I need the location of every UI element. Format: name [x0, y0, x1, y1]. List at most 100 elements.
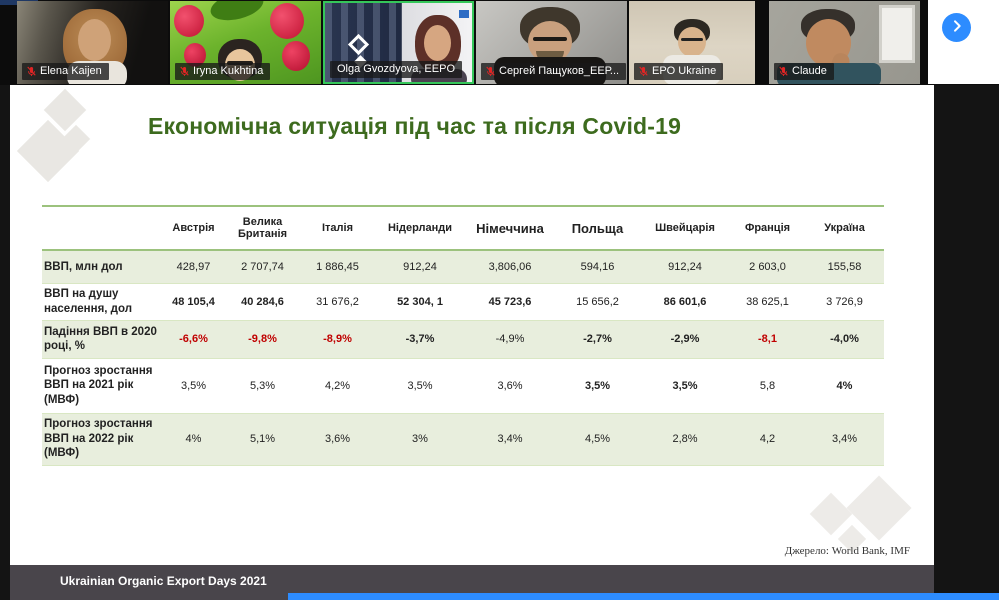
table-cell: 5,3% [249, 379, 276, 392]
participant-name: EPO Ukraine [652, 65, 717, 77]
table-cell: -2,7% [583, 333, 612, 345]
table-cell: 31 676,2 [316, 295, 359, 308]
participant-name-tag: Elena Kaijen [22, 63, 109, 80]
slide-title: Економічна ситуація під час та після Cov… [148, 113, 682, 139]
raspberry [270, 3, 304, 39]
table-cell: -8,9% [323, 333, 352, 345]
table-cell: 3,4% [497, 433, 523, 445]
table-cell: -9,8% [248, 333, 277, 345]
participant-name: Elena Kaijen [40, 65, 102, 77]
table-cell: 4,2 [759, 433, 776, 445]
participant-name-tag: Claude [774, 63, 834, 80]
table-corner-cell [42, 206, 162, 251]
table-header-cell: Велика Британія [225, 206, 300, 251]
table-cell: 3,5% [672, 379, 698, 392]
table-cell: 1 886,45 [316, 260, 359, 273]
table-cell: -6,6% [179, 333, 208, 345]
table-cell: 3,6% [324, 433, 351, 445]
table-cell: -4,0% [830, 333, 859, 345]
video-tile-elena[interactable]: Elena Kaijen [17, 1, 168, 84]
table-cell: 15 656,2 [576, 295, 619, 308]
table-header-cell: Німеччина [465, 206, 555, 251]
table-cell: 45 723,6 [488, 295, 532, 308]
participant-name-tag: Iryna Kukhtina [175, 63, 271, 80]
table-row: Прогноз зростання ВВП на 2022 рік (МВФ) 4… [42, 413, 884, 465]
table-cell: 2 603,0 [749, 260, 786, 273]
table-cell: 912,24 [668, 260, 702, 273]
slide-logo-diamond [809, 492, 853, 536]
participant-name: Сергей Пащуков_ЕЕР... [499, 65, 620, 77]
participant-name-tag: Olga Gvozdyova, EEPO [330, 61, 462, 78]
table-cell: -2,9% [670, 333, 700, 345]
table-header-cell: Австрія [162, 206, 225, 251]
muted-mic-icon [638, 66, 649, 77]
raspberry [184, 43, 206, 67]
table-cell: 3,806,06 [488, 260, 532, 273]
table-row: ВВП, млн дол 428,97 2 707,74 1 886,45 912,24… [42, 250, 884, 283]
video-tile-iryna[interactable]: Iryna Kukhtina [170, 1, 321, 84]
muted-mic-icon [179, 66, 190, 77]
table-cell: 912,24 [403, 260, 437, 273]
picture-frame [879, 5, 915, 63]
table-header-cell: Польща [555, 206, 640, 251]
table-cell: 3% [412, 433, 428, 445]
table-cell: 3,5% [407, 379, 433, 392]
table-cell: 2,8% [672, 433, 698, 445]
table-header-cell: Італія [300, 206, 375, 251]
table-cell: 3,5% [180, 379, 207, 392]
table-cell: 40 284,6 [241, 295, 284, 308]
participant-name-tag: EPO Ukraine [634, 63, 724, 80]
participant-name: Claude [792, 65, 827, 77]
table-cell: 48 105,4 [172, 295, 215, 308]
video-gallery-strip: Elena Kaijen Iryna Kukhtina [0, 0, 999, 85]
table-cell: 4,2% [324, 379, 351, 392]
bottom-blue-bar[interactable] [288, 593, 999, 600]
table-header-cell: Швейцарія [640, 206, 730, 251]
table-row-label: Прогноз зростання ВВП на 2022 рік (МВФ) [44, 418, 153, 460]
table-cell: 428,97 [176, 260, 211, 273]
video-tile-olga-active-speaker[interactable]: Olga Gvozdyova, EEPO [323, 1, 474, 84]
gallery-strip-end [928, 0, 999, 84]
chevron-right-icon [949, 18, 965, 37]
table-cell: 3 726,9 [826, 295, 863, 308]
table-cell: -3,7% [405, 333, 435, 345]
table-row-label: Прогноз зростання ВВП на 2021 рік (МВФ) [44, 364, 153, 406]
table-cell: 4% [836, 379, 853, 392]
video-tile-sergey[interactable]: Сергей Пащуков_ЕЕР... [476, 1, 627, 84]
table-row: Прогноз зростання ВВП на 2021 рік (МВФ) 3… [42, 358, 884, 413]
participant-name-tag: Сергей Пащуков_ЕЕР... [481, 63, 627, 80]
footer-text: Ukrainian Organic Export Days 2021 [60, 574, 267, 588]
table-header-cell: Франція [730, 206, 805, 251]
source-note: Джерело: World Bank, IMF [784, 545, 910, 557]
table-row-label: ВВП, млн дол [44, 260, 123, 273]
table-cell: 52 304, 1 [397, 295, 443, 308]
table-cell: 38 625,1 [746, 295, 789, 308]
gallery-next-page-button[interactable] [942, 13, 971, 42]
table-cell: 155,58 [827, 260, 862, 273]
participant-name: Iryna Kukhtina [193, 65, 264, 77]
leaf [207, 1, 267, 26]
table-cell: 3,5% [584, 379, 611, 392]
table-cell: 4% [185, 433, 202, 445]
table-cell: 4,5% [584, 433, 611, 445]
shared-slide: Економічна ситуація під час та після Cov… [10, 85, 934, 600]
table-header-cell: Україна [805, 206, 884, 251]
small-logo [459, 10, 469, 18]
muted-mic-icon [778, 66, 789, 77]
table-cell: 5,1% [249, 433, 276, 445]
table-row: Падіння ВВП в 2020 році, % -6,6% -9,8% -8,9… [42, 320, 884, 358]
table-cell: 3,4% [831, 433, 858, 445]
video-tile-epo-ukraine[interactable]: EPO Ukraine [629, 1, 755, 84]
table-cell: -8,1 [758, 333, 777, 345]
raspberry [282, 41, 310, 71]
table-cell: 5,8 [759, 379, 776, 392]
table-cell: 86 601,6 [663, 295, 707, 308]
muted-mic-icon [26, 66, 37, 77]
table-cell: 2 707,74 [241, 260, 284, 273]
table-row-label: ВВП на душу населення, дол [44, 288, 133, 315]
muted-mic-icon [485, 66, 496, 77]
table-cell: -4,9% [495, 333, 525, 345]
video-tile-claude[interactable]: Claude [769, 1, 920, 84]
table-row-label: Падіння ВВП в 2020 році, % [44, 325, 157, 352]
